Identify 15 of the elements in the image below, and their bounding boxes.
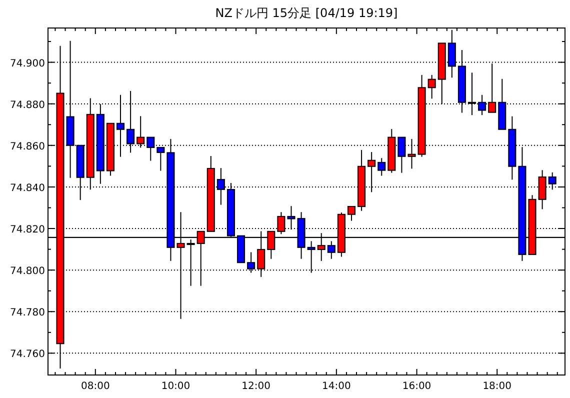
y-tick-label: 74.860 xyxy=(10,141,45,152)
x-tick-label: 10:00 xyxy=(161,381,190,392)
y-tick-label: 74.840 xyxy=(10,182,45,194)
x-tick-label: 14:00 xyxy=(322,381,351,392)
x-tick-label: 16:00 xyxy=(402,381,432,392)
x-tick-label: 12:00 xyxy=(242,381,270,392)
chart-title: NZドル円 15分足 [04/19 19:19] xyxy=(215,6,398,20)
y-tick-label: 74.900 xyxy=(10,58,45,70)
x-tick-label: 08:00 xyxy=(80,381,110,392)
y-tick-label: 74.760 xyxy=(10,349,45,360)
y-tick-label: 74.880 xyxy=(10,100,45,111)
y-tick-label: 74.780 xyxy=(10,308,45,319)
y-tick-label: 74.800 xyxy=(10,266,45,278)
y-tick-label: 74.820 xyxy=(10,224,45,236)
x-tick-label: 18:00 xyxy=(482,381,512,392)
